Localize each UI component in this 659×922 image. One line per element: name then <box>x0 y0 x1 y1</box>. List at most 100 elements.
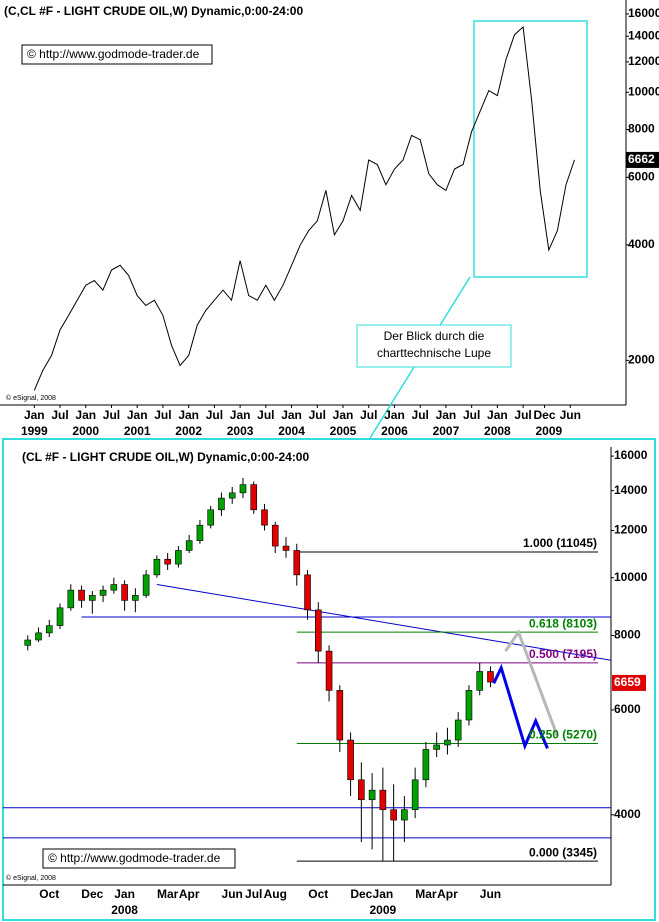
candle-body <box>45 625 53 634</box>
x-year-label: 2004 <box>278 424 305 438</box>
candle-body <box>89 595 96 601</box>
watermark: © http://www.godmode-trader.de <box>27 47 200 61</box>
x-tick-label: Dec <box>81 887 103 901</box>
fib-label: 1.000 (11045) <box>523 536 597 550</box>
candle-body <box>239 484 247 494</box>
x-tick-label: Jan <box>178 408 199 422</box>
candle-body <box>261 509 268 526</box>
x-tick-label: Jan <box>75 408 96 422</box>
y-tick-label: 4000 <box>614 807 641 821</box>
candle-body <box>444 739 451 746</box>
y-tick-label: 14000 <box>628 28 659 42</box>
candle-body <box>185 540 193 551</box>
candle-body <box>218 497 225 511</box>
x-tick-label: Jul <box>463 408 480 422</box>
candle-body <box>164 558 171 565</box>
candle-body <box>142 574 150 596</box>
x-tick-label: Oct <box>308 887 328 901</box>
x-tick-label: Jan <box>281 408 302 422</box>
x-year-label: 1999 <box>21 424 48 438</box>
x-tick-label: Jan <box>333 408 354 422</box>
x-tick-label: Jan <box>114 887 135 901</box>
source: © eSignal, 2008 <box>6 874 56 882</box>
candle-body <box>78 589 85 601</box>
x-tick-label: Jul <box>154 408 171 422</box>
x-tick-label: Dec <box>350 887 372 901</box>
annotation: Der Blick durch die <box>384 329 485 343</box>
last-value-label: 6662 <box>628 152 655 166</box>
price-line <box>33 25 575 391</box>
candle-body <box>358 779 365 801</box>
y-tick-label: 2000 <box>628 353 655 367</box>
x-tick-label: Jan <box>384 408 405 422</box>
candle-body <box>368 789 376 801</box>
x-tick-label: Dec <box>534 408 556 422</box>
x-year-label: 2007 <box>433 424 460 438</box>
last-value-label: 6659 <box>614 675 641 689</box>
x-tick-label: Jan <box>373 887 394 901</box>
y-tick-label: 6000 <box>614 702 641 716</box>
x-tick-label: Jan <box>487 408 508 422</box>
candle-body <box>207 509 214 526</box>
candle-body <box>411 779 419 811</box>
x-year-label: 2009 <box>535 424 562 438</box>
candle-body <box>121 584 128 601</box>
projection <box>492 663 549 751</box>
candle-body <box>175 550 182 565</box>
x-tick-label: Apr <box>437 887 458 901</box>
x-tick-label: Jun <box>560 408 581 422</box>
watermark-box <box>21 44 213 65</box>
candle-body <box>196 524 204 541</box>
candle-body <box>293 550 301 576</box>
candle-body <box>35 632 42 641</box>
x-year-label: 2008 <box>484 424 511 438</box>
x-tick-label: Jul <box>245 887 262 901</box>
candle-body <box>132 595 139 601</box>
x-tick-label: Jan <box>230 408 251 422</box>
x-tick-label: Jun <box>480 887 501 901</box>
zoom-frame <box>2 438 656 921</box>
x-tick-label: Mar <box>415 887 437 901</box>
x-tick-label: Jul <box>103 408 120 422</box>
chart-title: (CL #F - LIGHT CRUDE OIL,W) Dynamic,0:00… <box>22 450 309 464</box>
candle-body <box>99 589 107 596</box>
chart-title: (C,CL #F - LIGHT CRUDE OIL,W) Dynamic,0:… <box>4 4 303 18</box>
x-year-label: 2003 <box>227 424 254 438</box>
x-tick-label: Mar <box>157 887 179 901</box>
candle-body <box>454 719 462 741</box>
x-tick-label: Oct <box>39 887 59 901</box>
y-tick-label: 12000 <box>614 523 648 537</box>
watermark: © http://www.godmode-trader.de <box>48 851 221 865</box>
candle-body <box>336 690 344 741</box>
candle-body <box>379 789 387 811</box>
x-tick-label: Jul <box>51 408 68 422</box>
annotation: charttechnische Lupe <box>377 346 491 360</box>
zoom-box <box>473 20 588 278</box>
x-tick-label: Jul <box>360 408 377 422</box>
candle-body <box>401 809 408 821</box>
x-year-label: 2009 <box>370 903 397 917</box>
candle-body <box>250 484 258 511</box>
source: © eSignal, 2008 <box>6 394 56 402</box>
x-year-label: 2005 <box>330 424 357 438</box>
y-tick-label: 14000 <box>614 483 648 497</box>
candle-body <box>422 749 430 781</box>
projection <box>504 628 559 737</box>
candle-body <box>476 671 484 691</box>
candle-body <box>465 690 473 721</box>
x-tick-label: Jul <box>309 408 326 422</box>
candle-body <box>282 545 290 551</box>
candle-body <box>314 609 322 652</box>
trend-line <box>156 584 612 661</box>
y-tick-label: 6000 <box>628 170 655 184</box>
candle-body <box>24 639 32 646</box>
x-tick-label: Jan <box>436 408 457 422</box>
x-tick-label: Jan <box>24 408 45 422</box>
x-year-label: 2001 <box>124 424 151 438</box>
candle-body <box>390 809 397 821</box>
candle-body <box>153 558 161 576</box>
x-year-label: 2006 <box>381 424 408 438</box>
